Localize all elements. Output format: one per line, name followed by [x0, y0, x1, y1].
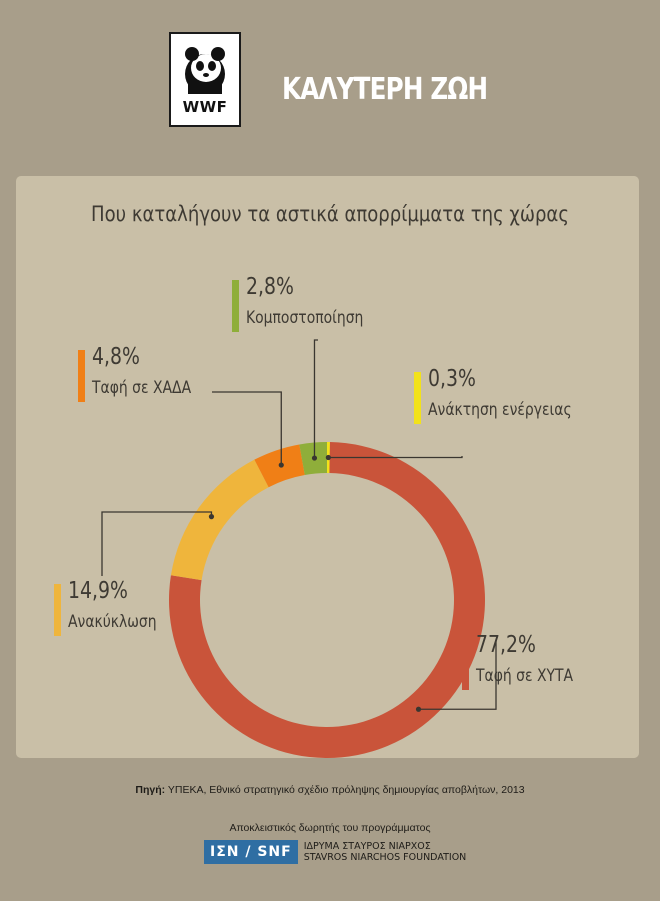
label-value: 4,8% [92, 344, 140, 370]
label-value: 14,9% [68, 578, 128, 604]
leader-line-4 [328, 456, 463, 459]
label-0: 77,2% Ταφή σε ΧΥΤΑ [462, 632, 660, 696]
leader-dot-4 [325, 454, 331, 461]
panda-icon [185, 46, 225, 94]
label-name: Ανακύκλωση [68, 612, 157, 632]
label-value: 2,8% [246, 274, 294, 300]
leader-dot-1 [208, 514, 215, 520]
snf-logo-mark: ΙΣΝ / SNF [204, 840, 298, 864]
source-note: Πηγή: ΥΠΕΚΑ, Εθνικό στρατηγικό σχέδιο πρ… [0, 784, 660, 796]
label-color-bar [54, 584, 61, 636]
snf-name-en: STAVROS NIARCHOS FOUNDATION [303, 852, 467, 863]
label-color-bar [414, 372, 421, 424]
slice-1 [170, 459, 269, 581]
snf-logo-name: ΙΔΡΥΜΑ ΣΤΑΥΡΟΣ ΝΙΑΡΧΟΣ STAVROS NIARCHOS … [304, 841, 467, 863]
label-1: 14,9% Ανακύκλωση [54, 578, 254, 642]
sponsor-text: Αποκλειστικός δωρητής του προγράμματος [229, 822, 431, 834]
wwf-logo-text: WWF [182, 97, 228, 116]
label-4: 0,3% Ανάκτηση ενέργειας [414, 366, 614, 430]
leader-dot-2 [278, 462, 284, 468]
label-3: 2,8% Κομποστοποίηση [232, 274, 432, 338]
label-color-bar [462, 638, 469, 690]
source-text: ΥΠΕΚΑ, Εθνικό στρατηγικό σχέδιο πρόληψης… [165, 784, 525, 796]
label-color-bar [232, 280, 239, 332]
label-name: Ταφή σε ΧΥΤΑ [476, 666, 574, 686]
chart-title: Που καταλήγουν τα αστικά απορρίμματα της… [91, 202, 569, 226]
label-2: 4,8% Ταφή σε ΧΑΔΑ [78, 344, 278, 408]
source-label: Πηγή: [135, 784, 166, 796]
page-title: ΚΑΛΥΤΕΡΗ ΖΩΗ [282, 72, 488, 107]
wwf-logo: WWF [169, 32, 241, 127]
leader-dot-3 [311, 455, 318, 461]
label-name: Κομποστοποίηση [246, 308, 364, 328]
snf-name-gr: ΙΔΡΥΜΑ ΣΤΑΥΡΟΣ ΝΙΑΡΧΟΣ [303, 841, 431, 852]
label-name: Ταφή σε ΧΑΔΑ [92, 378, 192, 398]
label-value: 0,3% [428, 366, 476, 392]
label-name: Ανάκτηση ενέργειας [428, 400, 572, 420]
leader-line-2 [212, 391, 282, 466]
leader-dot-0 [415, 706, 422, 712]
label-color-bar [78, 350, 85, 402]
leader-line-0 [418, 640, 497, 710]
label-value: 77,2% [476, 632, 536, 658]
leader-line-3 [313, 339, 318, 459]
snf-logo: ΙΣΝ / SNF ΙΔΡΥΜΑ ΣΤΑΥΡΟΣ ΝΙΑΡΧΟΣ STAVROS… [204, 838, 466, 866]
